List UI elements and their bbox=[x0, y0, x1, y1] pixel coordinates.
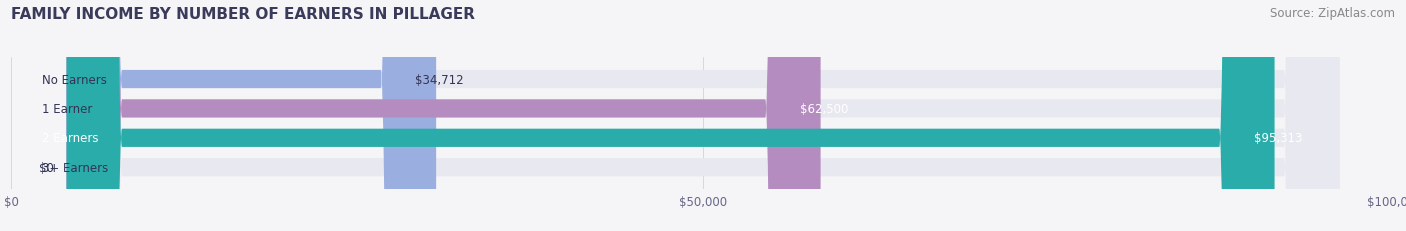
Text: $95,313: $95,313 bbox=[1254, 132, 1302, 145]
Text: 2 Earners: 2 Earners bbox=[42, 132, 98, 145]
FancyBboxPatch shape bbox=[66, 0, 1340, 231]
Text: 3+ Earners: 3+ Earners bbox=[42, 161, 108, 174]
FancyBboxPatch shape bbox=[66, 0, 1275, 231]
Text: $62,500: $62,500 bbox=[800, 103, 848, 116]
FancyBboxPatch shape bbox=[66, 0, 436, 231]
Text: Source: ZipAtlas.com: Source: ZipAtlas.com bbox=[1270, 7, 1395, 20]
FancyBboxPatch shape bbox=[66, 0, 1340, 231]
Text: No Earners: No Earners bbox=[42, 73, 107, 86]
FancyBboxPatch shape bbox=[66, 0, 1340, 231]
FancyBboxPatch shape bbox=[66, 0, 821, 231]
Text: FAMILY INCOME BY NUMBER OF EARNERS IN PILLAGER: FAMILY INCOME BY NUMBER OF EARNERS IN PI… bbox=[11, 7, 475, 22]
Text: 1 Earner: 1 Earner bbox=[42, 103, 91, 116]
Text: $0: $0 bbox=[39, 161, 53, 174]
Text: $34,712: $34,712 bbox=[415, 73, 464, 86]
FancyBboxPatch shape bbox=[66, 0, 1340, 231]
